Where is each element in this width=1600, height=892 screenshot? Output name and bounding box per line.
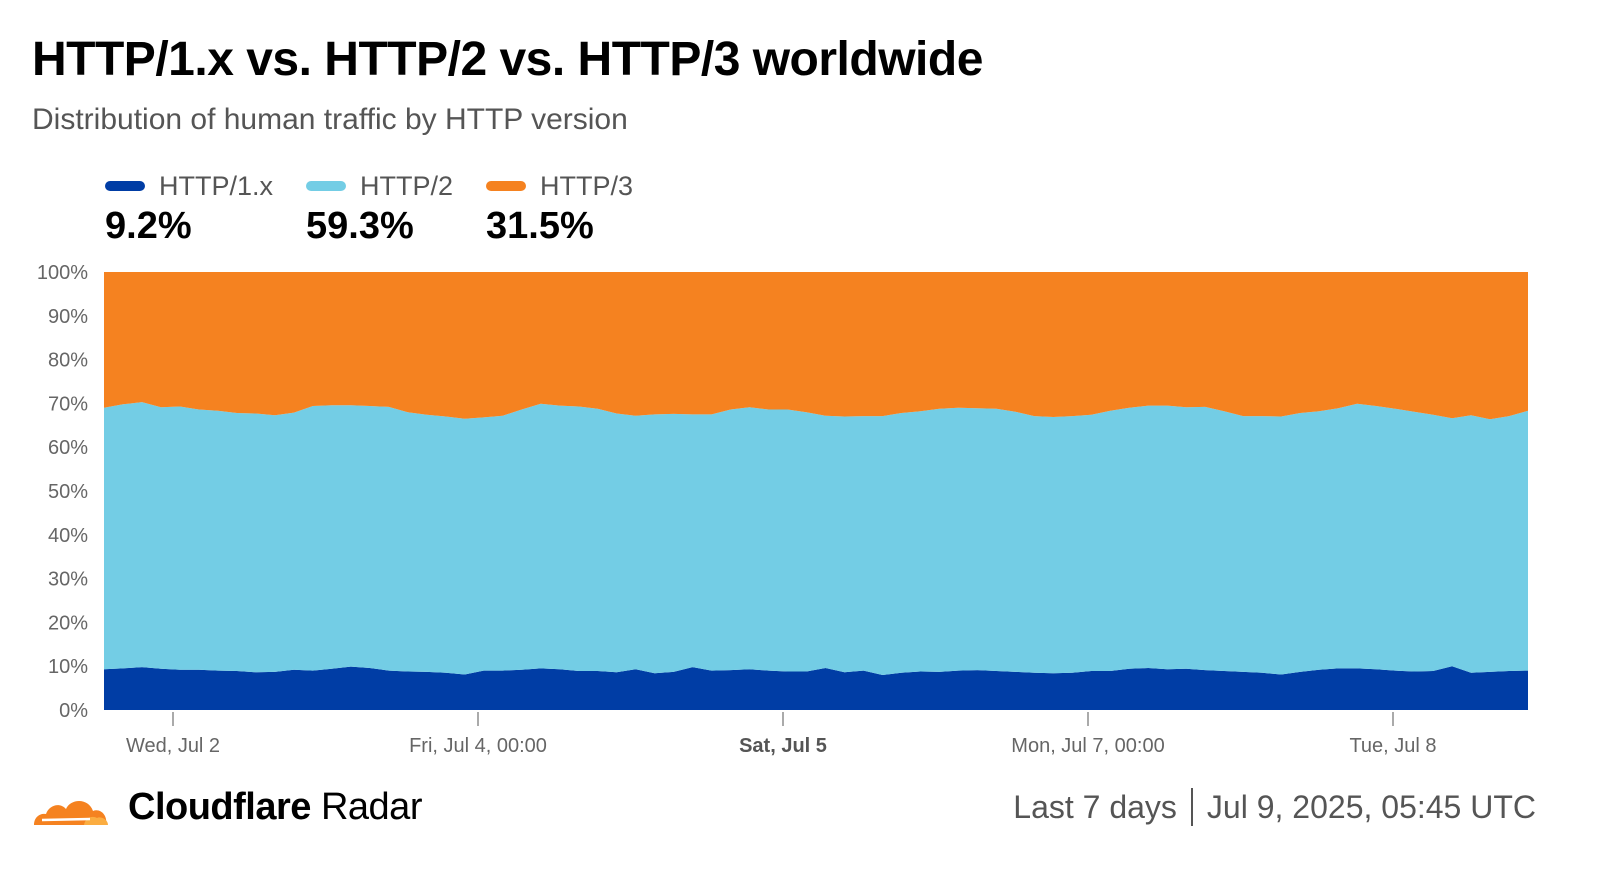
time-range: Last 7 days: [1013, 788, 1177, 825]
y-tick-label: 10%: [48, 656, 88, 678]
legend-label-http1: HTTP/1.x: [159, 170, 274, 201]
y-tick-label: 40%: [48, 525, 88, 547]
chart-subtitle: Distribution of human traffic by HTTP ve…: [32, 103, 628, 136]
y-tick-label: 20%: [48, 612, 88, 634]
y-tick-label: 60%: [48, 437, 88, 459]
legend-item-http3[interactable]: HTTP/3 31.5%: [486, 171, 633, 248]
series-area-http3[interactable]: [104, 272, 1528, 420]
stacked-area-chart[interactable]: 0% 10% 20% 30% 40% 50% 60% 70% 80% 90% 100% Wed, Ju…: [0, 250, 1600, 770]
legend-swatch-http1: [105, 181, 145, 191]
footer-separator: [1190, 788, 1193, 826]
legend-label-http2: HTTP/2: [360, 170, 454, 201]
x-tick-label: Fri, Jul 4, 00:00: [409, 735, 547, 757]
timestamp: Jul 9, 2025, 05:45 UTC: [1206, 788, 1536, 825]
brand-bold: Cloudflare: [128, 786, 311, 828]
series-area-http2[interactable]: [104, 402, 1528, 675]
legend-value-http1: 9.2%: [105, 205, 192, 247]
y-tick-label: 0%: [59, 700, 88, 722]
x-tick-label: Mon, Jul 7, 00:00: [1011, 735, 1164, 757]
legend-value-http2: 59.3%: [306, 205, 414, 247]
y-tick-label: 100%: [37, 262, 88, 284]
legend-label-http3: HTTP/3: [540, 170, 634, 201]
y-tick-label: 90%: [48, 306, 88, 328]
brand-light: Radar: [320, 786, 423, 828]
chart-title: HTTP/1.x vs. HTTP/2 vs. HTTP/3 worldwide: [32, 33, 983, 86]
cloudflare-cloud-icon: [34, 800, 108, 825]
legend-value-http3: 31.5%: [486, 205, 594, 247]
series-area-http1x[interactable]: [104, 666, 1528, 710]
y-tick-label: 70%: [48, 393, 88, 415]
chart-legend: HTTP/1.x 9.2% HTTP/2 59.3% HTTP/3 31.5%: [105, 171, 666, 248]
y-tick-label: 50%: [48, 481, 88, 503]
x-tick-label: Sat, Jul 5: [739, 735, 827, 757]
cloudflare-radar-logo: Cloudflare Radar: [30, 786, 422, 829]
y-tick-label: 80%: [48, 350, 88, 372]
legend-item-http1[interactable]: HTTP/1.x 9.2%: [105, 171, 273, 248]
x-tick-label: Tue, Jul 8: [1349, 735, 1436, 757]
x-tick-label: Wed, Jul 2: [126, 735, 220, 757]
legend-swatch-http2: [306, 181, 347, 191]
legend-swatch-http3: [486, 181, 527, 191]
legend-item-http2[interactable]: HTTP/2 59.3%: [306, 171, 453, 248]
brand-name: Cloudflare Radar: [128, 786, 422, 829]
footer-meta: Last 7 days Jul 9, 2025, 05:45 UTC: [1013, 788, 1536, 826]
y-tick-label: 30%: [48, 569, 88, 591]
